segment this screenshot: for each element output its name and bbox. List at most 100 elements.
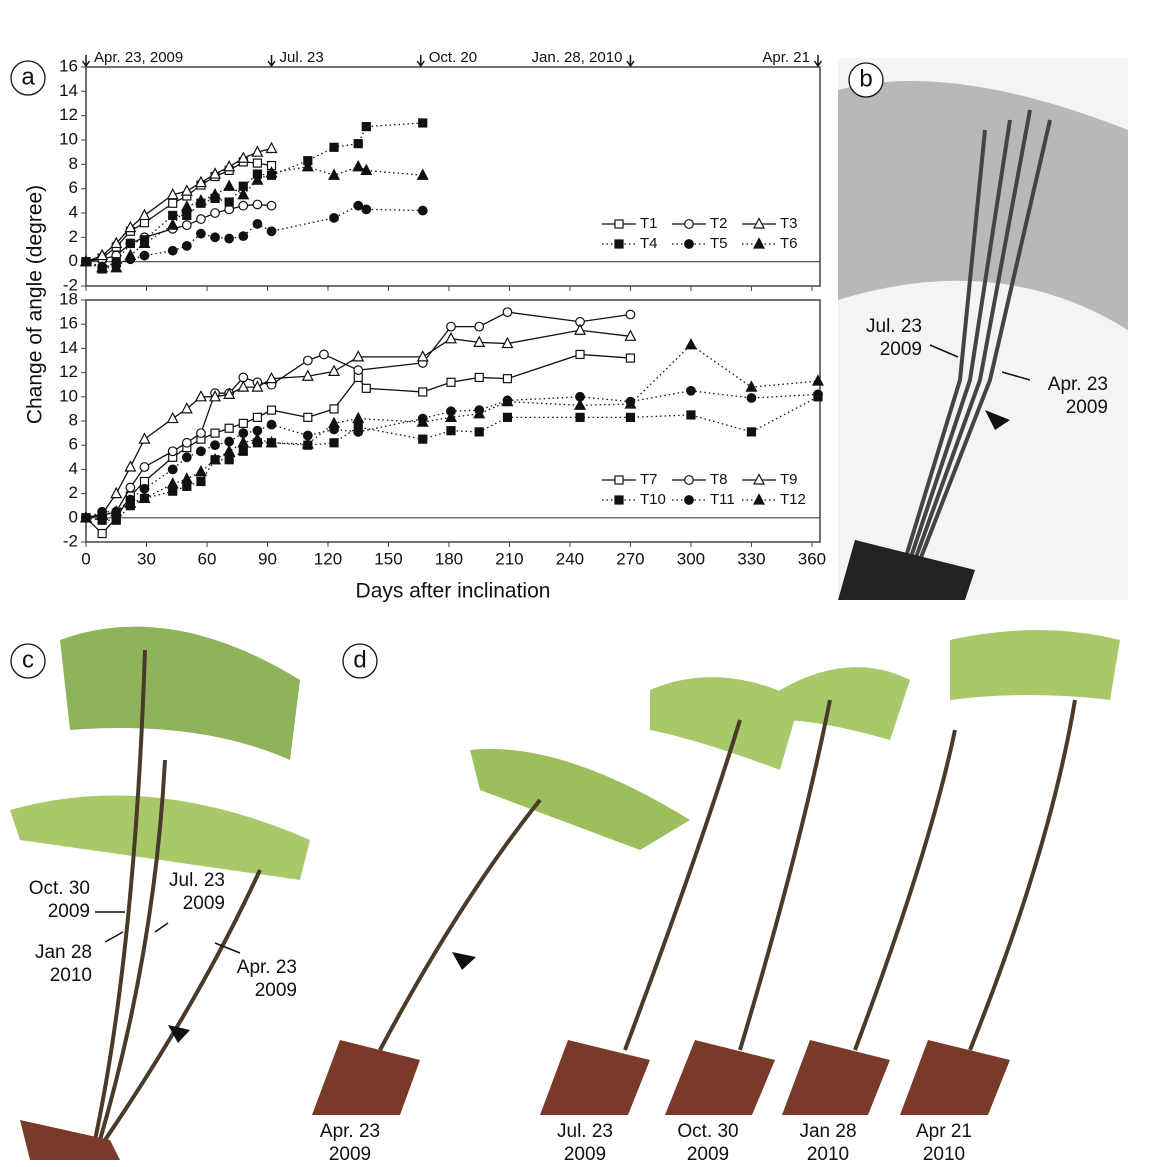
panel-label: b	[859, 65, 872, 92]
marker	[253, 200, 262, 209]
y-tick-label: 16	[59, 314, 78, 333]
marker	[182, 186, 192, 196]
figure: abcd-20246810121416Change of angle (degr…	[0, 0, 1172, 1167]
marker	[304, 356, 313, 365]
legend-label: T11	[710, 491, 735, 508]
marker	[139, 210, 149, 220]
legend-label: T1	[640, 215, 658, 232]
marker	[419, 388, 427, 396]
marker	[183, 211, 191, 219]
x-tick-label: 60	[198, 549, 217, 568]
date-label: Apr. 21	[762, 49, 810, 66]
date-label: Jul. 23	[280, 49, 324, 66]
panel-label: a	[21, 63, 35, 90]
marker	[354, 428, 363, 437]
x-axis-label: Days after inclination	[356, 580, 551, 603]
photo-d	[312, 630, 1120, 1115]
marker	[239, 232, 248, 241]
marker	[168, 478, 178, 488]
marker	[111, 488, 121, 498]
y-tick-label: 2	[69, 227, 78, 246]
x-tick-label: 180	[435, 549, 463, 568]
marker	[225, 456, 233, 464]
legend-label: T12	[780, 491, 806, 508]
x-tick-label: 150	[374, 549, 402, 568]
photo-caption: Oct. 30	[677, 1121, 738, 1142]
marker	[168, 413, 178, 423]
photo-caption: 2009	[564, 1144, 606, 1165]
marker	[126, 483, 135, 492]
marker	[754, 475, 764, 485]
photo-label: 2009	[255, 980, 297, 1001]
marker	[168, 220, 178, 230]
marker	[197, 229, 206, 238]
marker	[196, 466, 206, 476]
y-tick-label: 12	[59, 362, 78, 381]
legend-label: T4	[640, 235, 658, 252]
marker	[503, 308, 512, 317]
marker	[446, 333, 456, 343]
x-tick-label: 270	[616, 549, 644, 568]
photo-caption: 2010	[923, 1144, 965, 1165]
marker	[746, 382, 756, 392]
marker	[211, 233, 220, 242]
marker	[418, 206, 427, 215]
series-line	[86, 206, 423, 267]
marker	[238, 437, 248, 447]
marker	[239, 447, 247, 455]
marker	[239, 201, 248, 210]
y-tick-label: 8	[69, 410, 78, 429]
marker	[475, 322, 484, 331]
marker	[576, 413, 584, 421]
y-tick-label: 12	[59, 105, 78, 124]
marker	[304, 413, 312, 421]
marker	[320, 350, 329, 359]
marker	[685, 476, 694, 485]
legend-label: T3	[780, 215, 798, 232]
photo-label: Oct. 30	[29, 878, 90, 899]
marker	[686, 339, 696, 349]
x-tick-label: 240	[556, 549, 584, 568]
plot-frame	[86, 67, 820, 286]
marker	[754, 495, 764, 505]
x-tick-label: 330	[737, 549, 765, 568]
marker	[687, 386, 696, 395]
marker	[125, 250, 135, 260]
marker	[253, 159, 261, 167]
y-tick-label: 14	[59, 338, 78, 357]
y-tick-label: 16	[59, 56, 78, 75]
y-tick-label: 6	[69, 178, 78, 197]
date-label: Apr. 23, 2009	[94, 49, 183, 66]
legend-label: T9	[780, 471, 798, 488]
marker	[182, 403, 192, 413]
date-arrow	[417, 55, 424, 66]
marker	[685, 240, 694, 249]
date-arrow	[268, 55, 275, 66]
marker	[447, 322, 456, 331]
marker	[98, 530, 106, 538]
y-tick-label: 4	[69, 459, 78, 478]
marker	[211, 441, 220, 450]
marker	[353, 413, 363, 423]
x-tick-label: 0	[81, 549, 90, 568]
marker	[140, 463, 149, 472]
photo-label: Apr. 23	[237, 957, 297, 978]
y-tick-label: 8	[69, 154, 78, 173]
marker	[126, 239, 134, 247]
marker	[225, 234, 234, 243]
date-arrow	[627, 55, 634, 66]
marker	[267, 420, 276, 429]
marker	[747, 428, 755, 436]
marker	[626, 413, 634, 421]
marker	[419, 435, 427, 443]
x-tick-label: 300	[677, 549, 705, 568]
marker	[685, 496, 694, 505]
marker	[754, 239, 764, 249]
marker	[183, 221, 192, 230]
marker	[447, 378, 455, 386]
y-tick-label: 6	[69, 435, 78, 454]
marker	[224, 446, 234, 456]
marker	[353, 161, 363, 171]
marker	[183, 453, 192, 462]
marker	[238, 382, 248, 392]
